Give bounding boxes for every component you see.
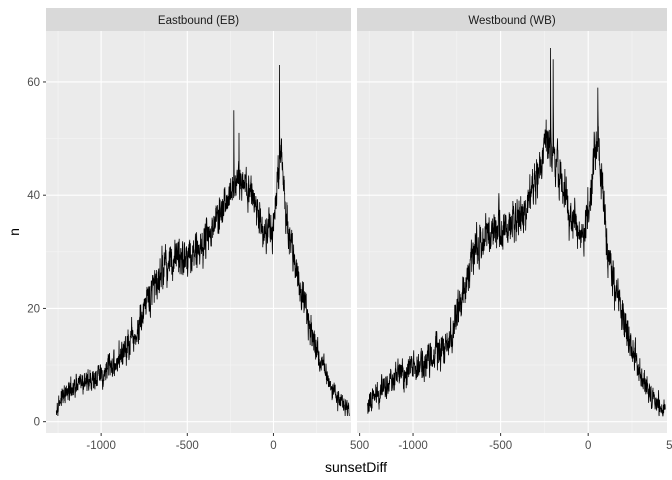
x-tick-label: 500 [350,440,369,452]
series-line [367,47,666,417]
x-axis-title: sunsetDiff [325,459,387,475]
panel-westbound: Westbound (WB) [357,8,667,433]
x-axis-westbound: -1000 -500 0 500 [398,433,672,452]
strip-label: Westbound (WB) [468,15,556,27]
x-tick-label: 500 [666,440,672,452]
x-tick-label: -500 [176,440,199,452]
y-axis-title: n [6,228,22,236]
y-tick-label: 20 [27,303,40,315]
strip-background [357,8,667,31]
panel-eastbound: Eastbound (EB) [46,8,361,433]
series-line [55,64,350,417]
y-tick-label: 40 [27,190,40,202]
panel-background [46,31,351,433]
x-tick-label: 0 [585,440,591,452]
x-axis-eastbound: -1000 -500 0 500 [86,433,369,452]
strip-background [46,8,351,31]
y-axis: 0 20 40 60 [27,77,46,429]
strip-label: Eastbound (EB) [158,15,239,27]
y-tick-label: 60 [27,77,40,89]
x-tick-label: -1000 [398,440,427,452]
x-tick-label: -1000 [86,440,115,452]
x-tick-label: -500 [489,440,512,452]
x-tick-label: 0 [270,440,276,452]
y-tick-label: 0 [34,417,40,429]
